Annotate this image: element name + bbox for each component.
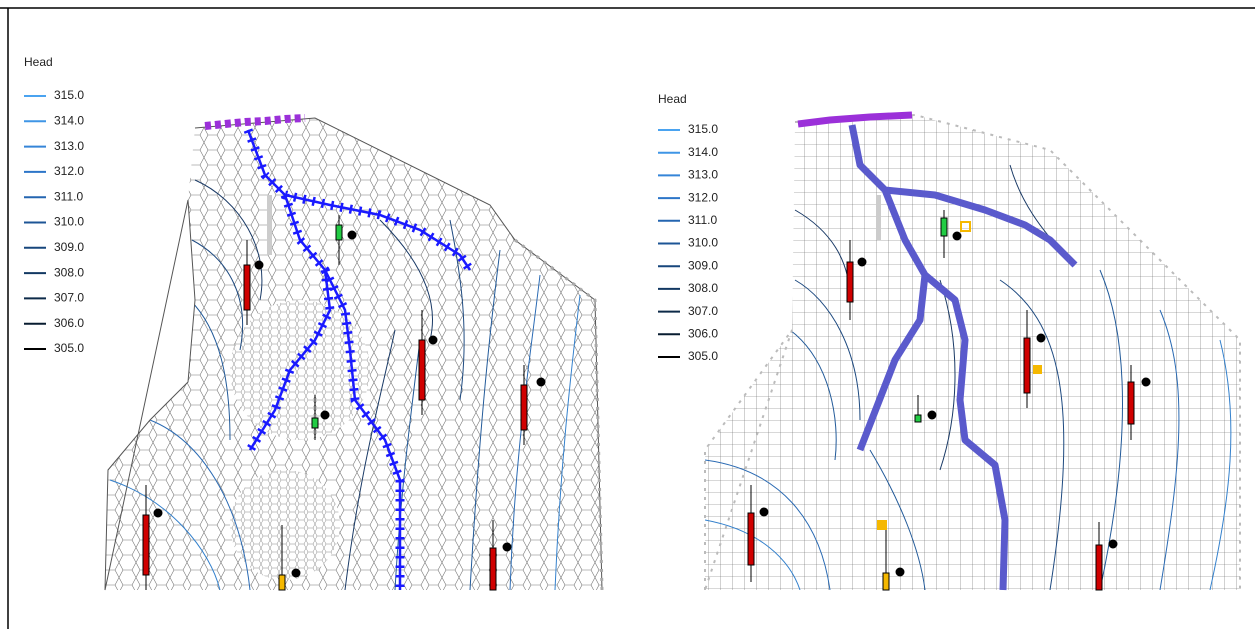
legend-label: 306.0 <box>54 316 84 330</box>
legend-label: 309.0 <box>688 258 718 272</box>
legend-label: 306.0 <box>688 326 718 340</box>
legend-label: 312.0 <box>54 164 84 178</box>
right-specified-head <box>797 111 913 128</box>
left-wells <box>142 215 546 591</box>
legend-label: 314.0 <box>54 113 84 127</box>
right-grid <box>705 115 1240 590</box>
legend-label: 311.0 <box>54 189 83 203</box>
legend-label: 309.0 <box>54 240 84 254</box>
legend-label: 312.0 <box>688 190 718 204</box>
legend-label: 305.0 <box>688 349 718 363</box>
left-river <box>243 128 474 590</box>
right-boundary <box>704 113 1241 591</box>
barrier <box>876 195 881 240</box>
legend-title: Head <box>658 92 687 106</box>
legend-label: 315.0 <box>688 122 718 136</box>
legend-title: Head <box>24 55 53 69</box>
legend-label: 310.0 <box>54 215 84 229</box>
legend-label: 307.0 <box>688 304 718 318</box>
right-wells <box>747 210 1151 591</box>
legend-label: 314.0 <box>688 145 718 159</box>
left-specified-head <box>204 114 306 130</box>
legend-label: 307.0 <box>54 291 84 305</box>
legend-label: 310.0 <box>688 236 718 250</box>
legend-label: 313.0 <box>688 168 718 182</box>
legend-label: 313.0 <box>54 139 84 153</box>
legends: Head 315.0 314.0 313.0 312.0 311.0 310.0 309.0 3… <box>24 55 718 363</box>
legend-label: 308.0 <box>688 281 718 295</box>
right-river <box>848 124 1078 591</box>
left-boundary-dots <box>514 238 604 591</box>
legend-label: 308.0 <box>54 265 84 279</box>
legend-label: 311.0 <box>688 213 717 227</box>
left-mesh <box>105 118 602 590</box>
barrier <box>267 195 272 255</box>
legend-label: 315.0 <box>54 88 84 102</box>
legend-label: 305.0 <box>54 341 84 355</box>
